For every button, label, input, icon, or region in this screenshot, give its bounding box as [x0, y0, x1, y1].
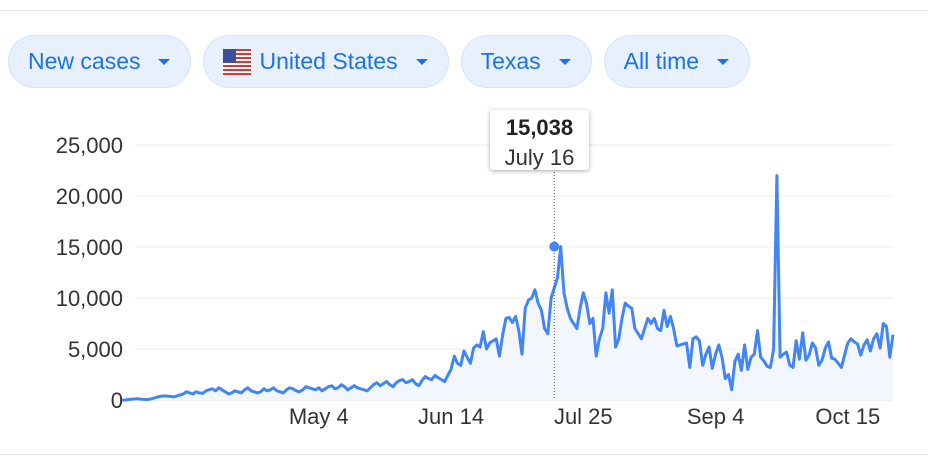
- y-tick-label: 20,000: [56, 184, 123, 209]
- metric-dropdown[interactable]: New cases: [8, 35, 192, 88]
- series-line: [122, 174, 895, 402]
- region-dropdown[interactable]: Texas: [460, 35, 592, 88]
- time-range-dropdown-label: All time: [623, 48, 700, 74]
- x-tick-label: Jun 14: [418, 404, 484, 429]
- y-tick-label: 10,000: [56, 286, 123, 311]
- y-tick-label: 25,000: [56, 133, 123, 158]
- country-dropdown-label: United States: [259, 48, 398, 74]
- x-tick-label: Jul 25: [554, 404, 613, 429]
- tooltip-date: July 16: [504, 145, 575, 170]
- time-range-dropdown[interactable]: All time: [603, 35, 751, 88]
- top-divider: [0, 10, 928, 11]
- metric-dropdown-label: New cases: [28, 48, 141, 74]
- chevron-down-icon: [717, 58, 730, 65]
- chevron-down-icon: [158, 58, 171, 65]
- us-flag-icon: [223, 48, 252, 75]
- highlight-point: [549, 241, 560, 252]
- filter-bar: New cases United States Texas All time: [8, 35, 751, 88]
- bottom-divider: [0, 454, 928, 455]
- series-area: [122, 175, 893, 400]
- x-tick-label: Sep 4: [687, 404, 745, 429]
- x-tick-label: May 4: [289, 404, 349, 429]
- y-tick-label: 15,000: [56, 235, 123, 260]
- x-tick-label: Oct 15: [815, 404, 880, 429]
- y-tick-label: 5,000: [68, 337, 123, 362]
- y-tick-label: 0: [111, 388, 123, 413]
- country-dropdown[interactable]: United States: [203, 35, 449, 88]
- chart-tooltip: 15,038 July 16: [490, 110, 589, 170]
- cases-chart[interactable]: 0 5,000 10,000 15,000 20,000 25,000 May 4 Jun 1…: [0, 100, 928, 440]
- chevron-down-icon: [558, 58, 571, 65]
- tooltip-value: 15,038: [505, 115, 574, 140]
- region-dropdown-label: Texas: [480, 48, 541, 74]
- chevron-down-icon: [415, 58, 428, 65]
